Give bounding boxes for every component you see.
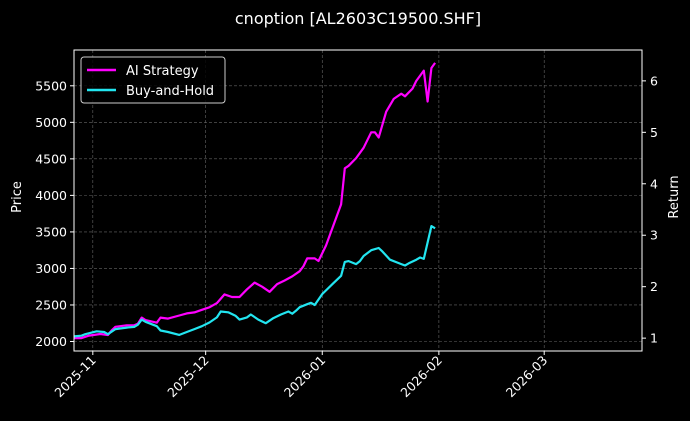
series-layer bbox=[73, 62, 436, 340]
y-tick-label: 4500 bbox=[35, 151, 67, 166]
y-axis-right: 1 2 3 4 5 6 bbox=[642, 73, 658, 346]
y2-tick-label: 3 bbox=[650, 228, 658, 243]
chart-title: cnoption [AL2603C19500.SHF] bbox=[235, 9, 481, 28]
y2-axis-label: Return bbox=[667, 175, 682, 218]
y2-tick-label: 6 bbox=[650, 73, 658, 88]
y-tick-label: 5500 bbox=[35, 78, 67, 93]
y-axis-left: 2000 2500 3000 3500 4000 4500 5000 5500 bbox=[35, 78, 74, 349]
y-tick-label: 3000 bbox=[35, 261, 67, 276]
y2-tick-label: 4 bbox=[650, 176, 658, 191]
legend-label-buy-and-hold: Buy-and-Hold bbox=[126, 84, 214, 99]
y-tick-label: 2500 bbox=[35, 297, 67, 312]
series-line-buy-and-hold bbox=[73, 225, 436, 338]
y-tick-label: 4000 bbox=[35, 188, 67, 203]
y2-tick-label: 5 bbox=[650, 125, 658, 140]
legend: AI Strategy Buy-and-Hold bbox=[80, 56, 226, 104]
legend-label-ai-strategy: AI Strategy bbox=[126, 64, 199, 79]
plot-frame bbox=[73, 49, 643, 352]
y-tick-label: 3500 bbox=[35, 224, 67, 239]
y-axis-label: Price bbox=[10, 181, 25, 213]
y2-tick-label: 1 bbox=[650, 331, 658, 346]
legend-box bbox=[80, 56, 226, 104]
y-tick-label: 5000 bbox=[35, 115, 67, 130]
y-tick-label: 2000 bbox=[35, 334, 67, 349]
y2-tick-label: 2 bbox=[650, 279, 658, 294]
